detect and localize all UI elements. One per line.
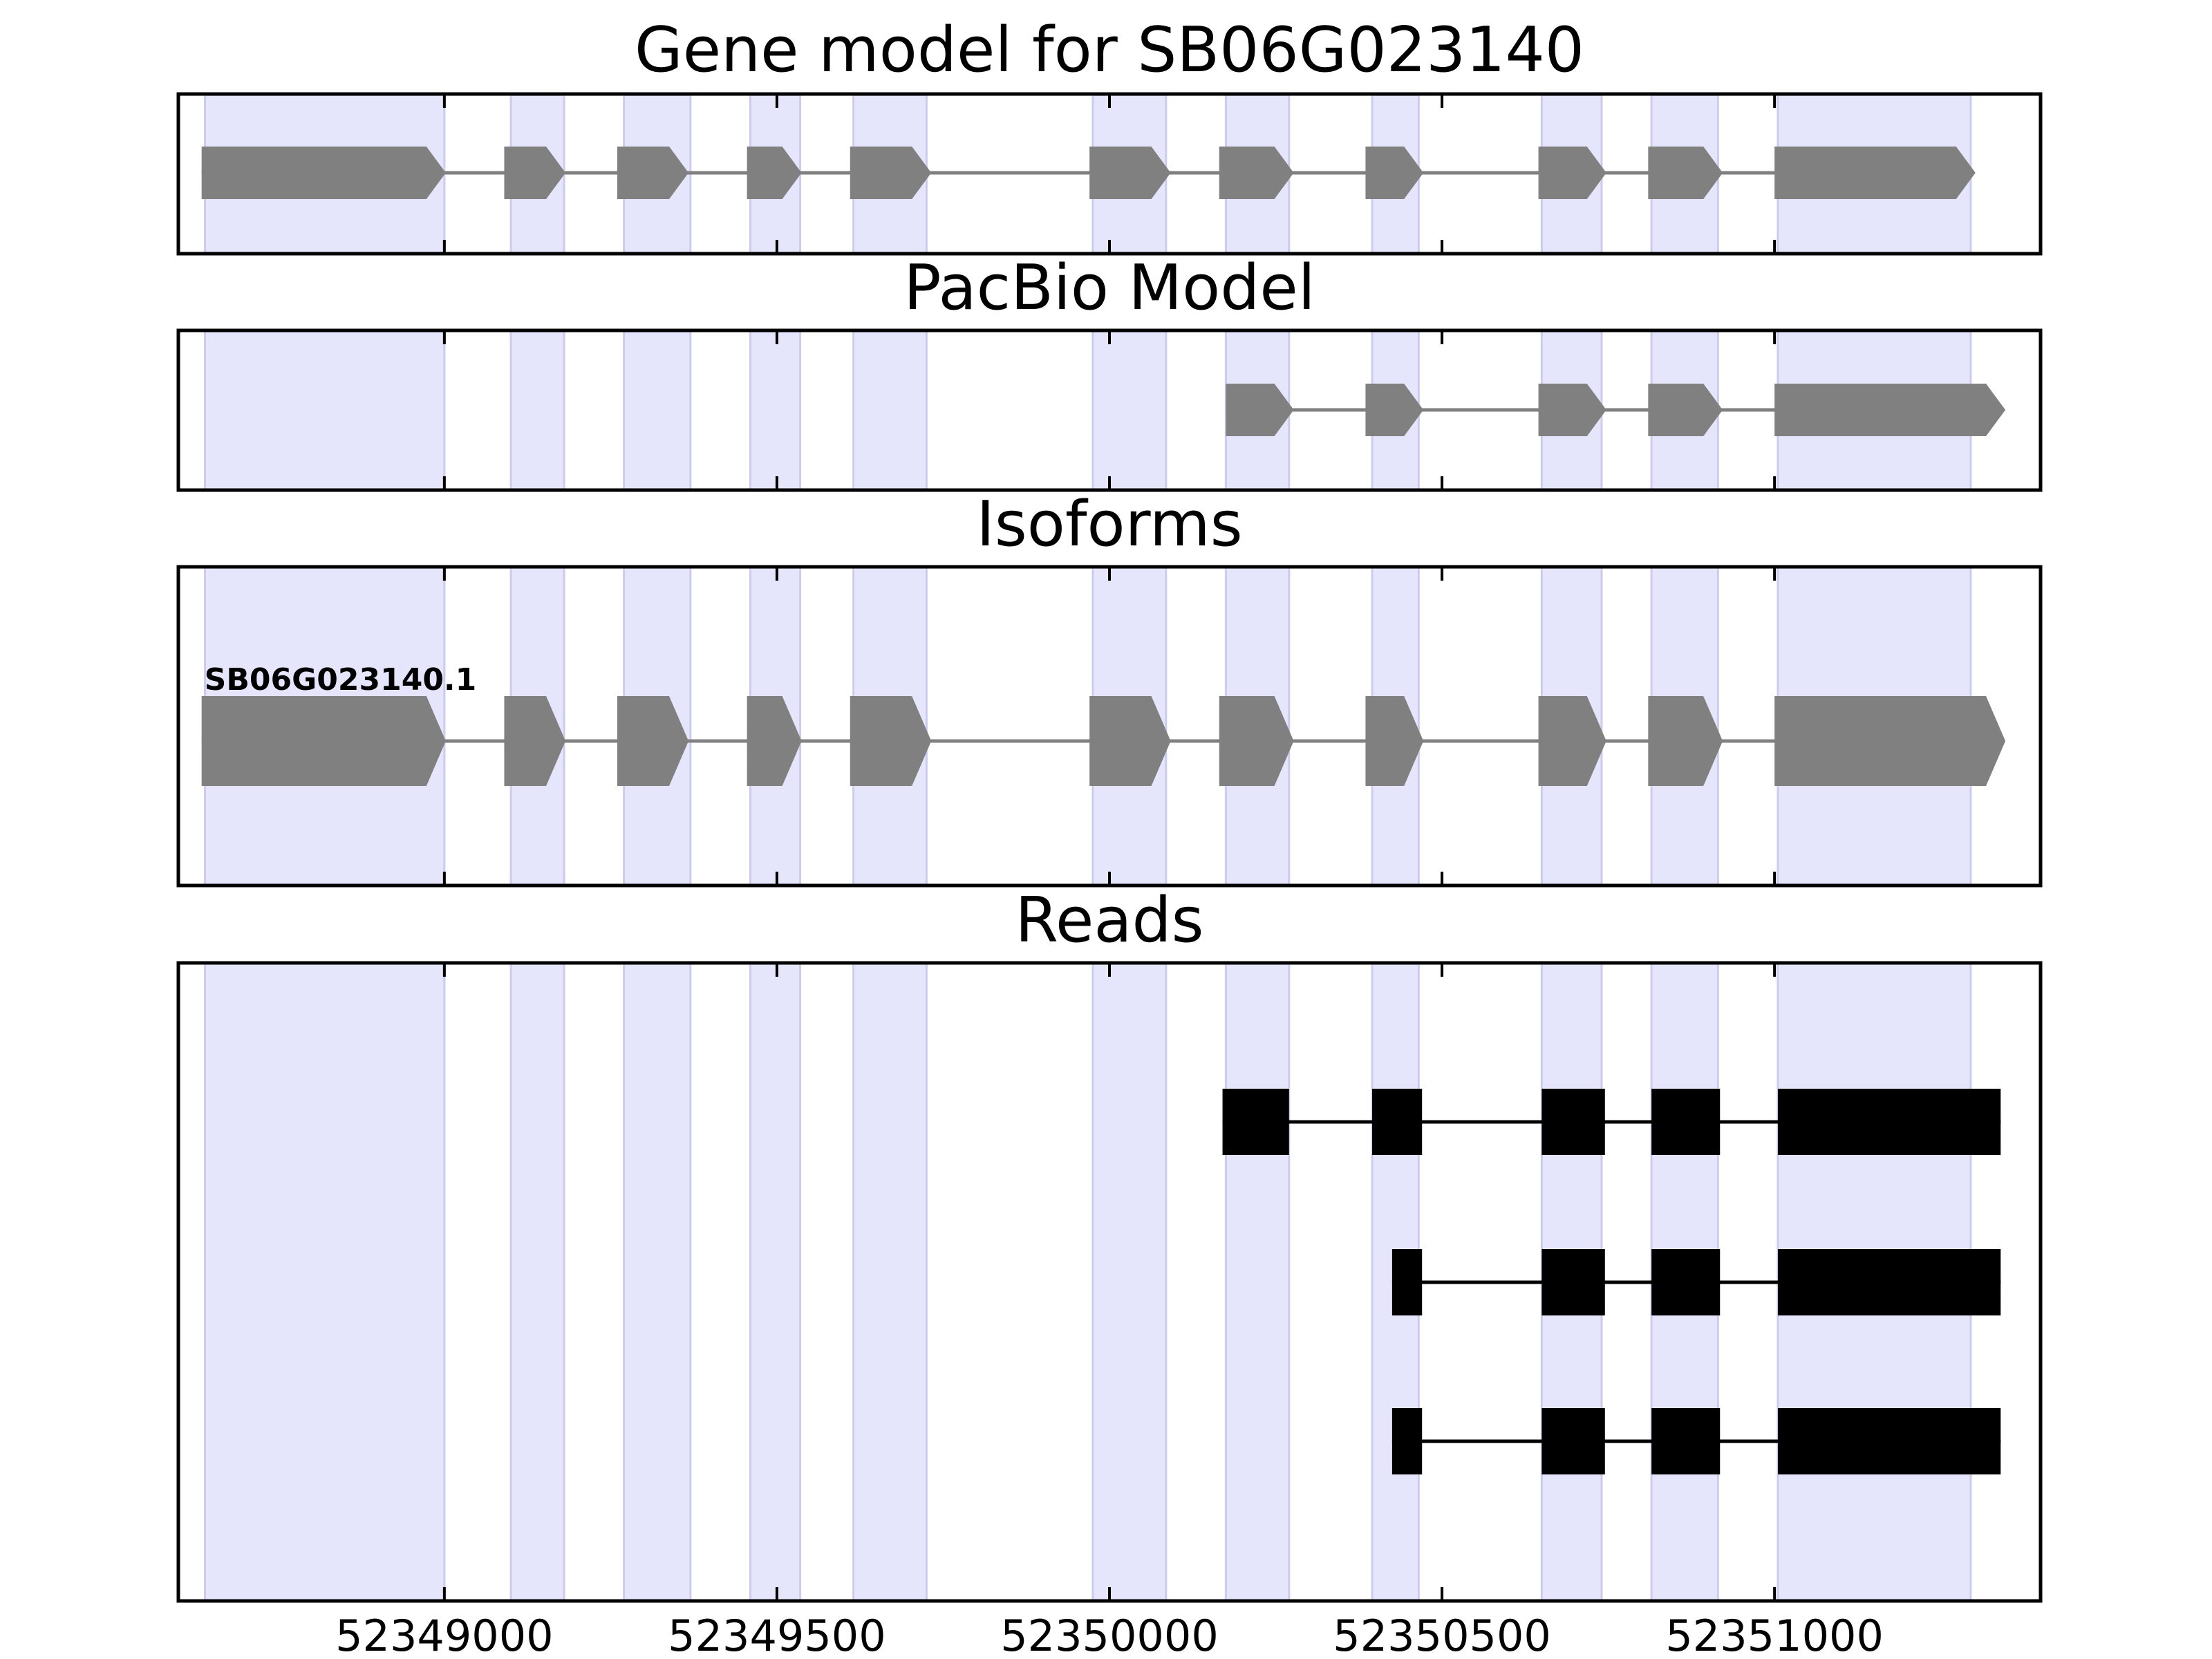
read-exon-block — [1777, 1408, 2001, 1474]
read-exon-block — [1651, 1249, 1721, 1315]
exon-arrow — [1648, 384, 1723, 436]
panel-title: Isoforms — [976, 488, 1242, 561]
read-exon-block — [1372, 1089, 1423, 1155]
exon-arrow — [1538, 696, 1606, 786]
exon-arrow — [1089, 147, 1171, 199]
panel-0: Gene model for SB06G023140 — [176, 14, 2043, 256]
read-exon-block — [1391, 1408, 1423, 1474]
exon-arrow — [1648, 147, 1723, 199]
exon-region-shade — [852, 962, 928, 1602]
panel-title: PacBio Model — [903, 252, 1315, 324]
read-exon-block — [1777, 1089, 2001, 1155]
exon-arrow — [850, 696, 932, 786]
exon-arrow — [617, 696, 689, 786]
exon-region-shade — [749, 329, 802, 491]
panels-layer: Gene model for SB06G023140 PacBio Model Is… — [176, 14, 2043, 1603]
exon-arrow — [850, 147, 932, 199]
exon-region-shade — [749, 962, 802, 1602]
x-tick-label: 52350500 — [1333, 1611, 1551, 1659]
exon-region-shade — [852, 329, 928, 491]
x-tick-labels: 52349000 52349500 52350000 52350500 52351000 — [335, 1611, 1884, 1659]
read-exon-block — [1651, 1408, 1721, 1474]
panel-title: Gene model for SB06G023140 — [635, 14, 1584, 86]
exon-region-shade — [509, 962, 565, 1602]
x-tick-label: 52351000 — [1665, 1611, 1884, 1659]
exon-region-shade — [623, 962, 692, 1602]
exon-arrow — [1774, 384, 2006, 436]
panel-1: PacBio Model — [176, 252, 2043, 492]
exon-arrow — [1365, 147, 1424, 199]
x-tick-label: 52350000 — [1000, 1611, 1219, 1659]
exon-arrow — [1538, 384, 1606, 436]
isoform-label: SB06G023140.1 — [205, 662, 477, 697]
exon-region-shade — [509, 329, 565, 491]
exon-arrow — [1089, 696, 1171, 786]
exon-arrow — [1774, 696, 2006, 786]
exon-arrow — [504, 147, 566, 199]
exon-arrow — [1219, 147, 1294, 199]
exon-arrow — [1538, 147, 1606, 199]
exon-arrow — [201, 147, 446, 199]
read-exon-block — [1541, 1249, 1605, 1315]
exon-arrow — [1774, 147, 1976, 199]
exon-region-shade — [623, 329, 692, 491]
read-exon-block — [1541, 1408, 1605, 1474]
exon-arrow — [617, 147, 689, 199]
read-exon-block — [1541, 1089, 1605, 1155]
exon-region-shade — [203, 329, 446, 491]
read-exon-block — [1651, 1089, 1721, 1155]
exon-region-shade — [203, 962, 446, 1602]
exon-arrow — [1365, 384, 1424, 436]
x-tick-label: 52349000 — [335, 1611, 554, 1659]
read-exon-block — [1391, 1249, 1423, 1315]
exon-region-shade — [1091, 329, 1168, 491]
panel-3: Reads — [176, 884, 2043, 1603]
exon-arrow — [1648, 696, 1723, 786]
exon-arrow — [1219, 696, 1294, 786]
exon-arrow — [1226, 384, 1294, 436]
exon-arrow — [201, 696, 446, 786]
exon-arrow — [504, 696, 566, 786]
read-exon-block — [1777, 1249, 2001, 1315]
exon-arrow — [747, 696, 802, 786]
exon-region-shade — [1224, 962, 1291, 1602]
exon-region-shade — [1091, 962, 1168, 1602]
x-tick-label: 52349500 — [668, 1611, 886, 1659]
exon-arrow — [1365, 696, 1424, 786]
read-exon-block — [1222, 1089, 1289, 1155]
panel-2: Isoforms SB06G023140.1 — [176, 488, 2043, 888]
panel-title: Reads — [1015, 884, 1203, 957]
exon-arrow — [747, 147, 802, 199]
